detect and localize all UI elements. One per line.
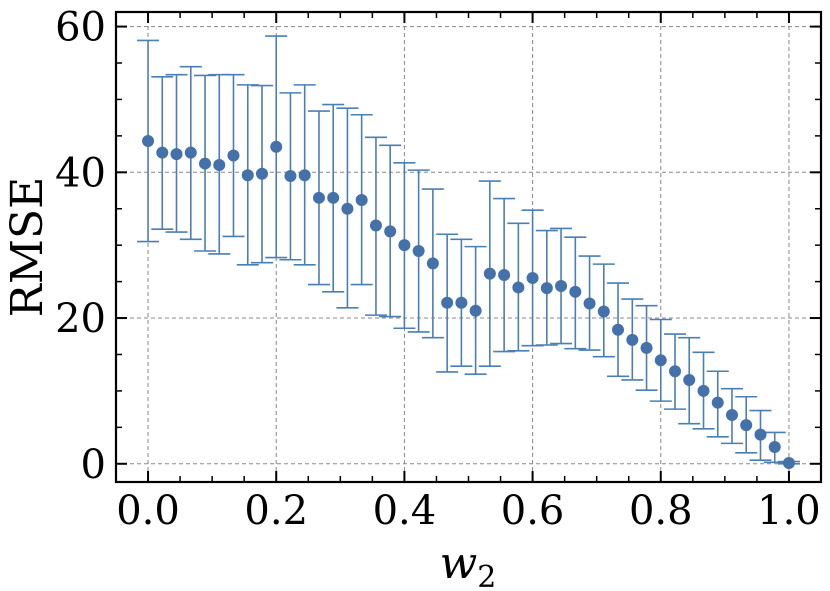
data-point — [540, 282, 553, 295]
data-point — [597, 305, 610, 318]
y-tick-label: 20 — [55, 296, 106, 342]
x-tick-label: 1.0 — [757, 488, 821, 534]
data-point — [697, 384, 710, 397]
x-tick-label: 0.6 — [501, 488, 565, 534]
data-point — [384, 225, 397, 238]
data-point — [312, 191, 325, 204]
data-point — [398, 239, 411, 252]
data-point — [754, 428, 767, 441]
x-axis-label: w2 — [440, 538, 497, 591]
x-tick-label: 0.2 — [244, 488, 308, 534]
data-point — [341, 202, 354, 215]
x-tick-label: 0.4 — [373, 488, 437, 534]
data-point — [426, 257, 439, 270]
axis-ticks — [115, 12, 822, 482]
data-point — [199, 157, 212, 170]
data-point — [270, 140, 283, 153]
y-tick-label: 0 — [81, 442, 106, 488]
data-point — [782, 457, 795, 470]
data-point — [170, 148, 183, 161]
data-point — [725, 408, 738, 421]
data-point — [369, 219, 382, 232]
data-point — [241, 169, 254, 182]
data-point — [184, 146, 197, 159]
data-point — [213, 159, 226, 172]
data-point — [412, 245, 425, 258]
data-point — [711, 396, 724, 409]
data-point — [142, 134, 155, 147]
data-point — [640, 341, 653, 354]
data-point — [654, 354, 667, 367]
data-point — [298, 169, 311, 182]
data-point — [284, 169, 297, 182]
data-point — [512, 281, 525, 294]
y-axis-label: RMSE — [2, 177, 53, 317]
error-bars — [137, 35, 800, 465]
data-point — [255, 167, 268, 180]
data-point — [355, 194, 368, 206]
x-tick-label: 0.0 — [116, 488, 180, 534]
data-point — [768, 441, 781, 454]
data-point — [327, 191, 340, 204]
data-point — [555, 279, 568, 292]
data-point — [669, 365, 682, 378]
data-point — [612, 323, 625, 336]
data-points — [142, 134, 795, 470]
data-point — [740, 419, 753, 432]
data-point — [441, 296, 454, 309]
data-point — [498, 269, 511, 282]
data-point — [626, 333, 639, 346]
data-point — [227, 149, 240, 162]
data-point — [156, 146, 169, 159]
y-tick-label: 60 — [55, 5, 106, 51]
data-point — [469, 304, 482, 317]
data-point — [455, 296, 468, 309]
x-tick-label: 0.8 — [629, 488, 693, 534]
data-point — [526, 271, 539, 284]
data-point — [569, 285, 582, 298]
tick-labels: 0.0 0.2 0.4 0.6 0.8 1.0 0 20 40 60 — [55, 5, 821, 534]
data-point — [683, 373, 696, 386]
data-point — [483, 267, 496, 280]
data-point — [583, 297, 596, 310]
y-tick-label: 40 — [55, 150, 106, 196]
